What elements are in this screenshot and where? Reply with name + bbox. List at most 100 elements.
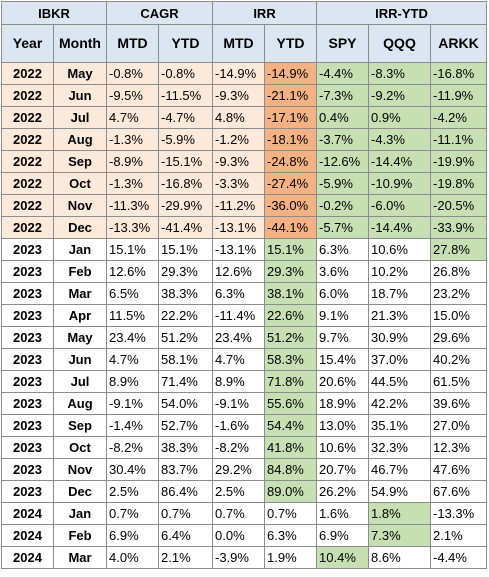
- irr-ytd-cell: 55.6%: [263, 392, 318, 415]
- irr-ytd-cell: -18.1%: [263, 128, 318, 151]
- arkk-cell: 2.1%: [430, 524, 488, 547]
- irr-mtd-cell: -9.1%: [212, 392, 265, 415]
- cagr-mtd-cell: -9.1%: [106, 392, 159, 415]
- irr-ytd-cell: -21.1%: [263, 84, 318, 107]
- column-header-irr-ytd: YTD: [263, 24, 318, 63]
- month-cell: Aug: [53, 392, 107, 415]
- arkk-cell: -19.9%: [430, 150, 488, 173]
- qqq-cell: 8.6%: [368, 546, 432, 569]
- arkk-cell: 39.6%: [430, 392, 488, 415]
- column-header-row: Year Month MTD YTD MTD YTD SPY QQQ ARKK: [1, 24, 488, 63]
- irr-ytd-cell: 89.0%: [263, 480, 318, 503]
- year-cell: 2023: [1, 282, 54, 305]
- month-cell: Dec: [53, 480, 107, 503]
- cagr-ytd-cell: 38.3%: [158, 282, 213, 305]
- cagr-ytd-cell: -15.1%: [158, 150, 213, 173]
- qqq-cell: 37.0%: [368, 348, 432, 371]
- cagr-ytd-cell: -29.9%: [158, 194, 213, 217]
- month-cell: Aug: [53, 128, 107, 151]
- group-header-irr-ytd: IRR-YTD: [316, 1, 488, 25]
- qqq-cell: 32.3%: [368, 436, 432, 459]
- table-row: 2023 May 23.4% 51.2% 23.4% 51.2% 9.7% 30.9% 29.6…: [1, 326, 488, 349]
- qqq-cell: 30.9%: [368, 326, 432, 349]
- table-row: 2024 Jan 0.7% 0.7% 0.7% 0.7% 1.6% 1.8% -13.3%: [1, 502, 488, 525]
- irr-mtd-cell: 4.8%: [212, 106, 265, 129]
- cagr-mtd-cell: 8.9%: [106, 370, 159, 393]
- cagr-ytd-cell: 51.2%: [158, 326, 213, 349]
- year-cell: 2023: [1, 238, 54, 261]
- arkk-cell: -20.5%: [430, 194, 488, 217]
- table-row: 2023 Jul 8.9% 71.4% 8.9% 71.8% 20.6% 44.5% 61.5%: [1, 370, 488, 393]
- arkk-cell: -16.8%: [430, 62, 488, 85]
- table-row: 2022 Dec -13.3% -41.4% -13.1% -44.1% -5.7% -14.…: [1, 216, 488, 239]
- spy-cell: 10.4%: [316, 546, 370, 569]
- cagr-mtd-cell: -0.8%: [106, 62, 159, 85]
- irr-mtd-cell: 0.7%: [212, 502, 265, 525]
- year-cell: 2022: [1, 150, 54, 173]
- spy-cell: 1.6%: [316, 502, 370, 525]
- month-cell: Sep: [53, 414, 107, 437]
- qqq-cell: -6.0%: [368, 194, 432, 217]
- cagr-ytd-cell: 54.0%: [158, 392, 213, 415]
- spy-cell: -3.7%: [316, 128, 370, 151]
- month-cell: Jul: [53, 370, 107, 393]
- spy-cell: 18.9%: [316, 392, 370, 415]
- cagr-ytd-cell: 58.1%: [158, 348, 213, 371]
- arkk-cell: -11.9%: [430, 84, 488, 107]
- cagr-ytd-cell: 71.4%: [158, 370, 213, 393]
- year-cell: 2023: [1, 436, 54, 459]
- year-cell: 2023: [1, 392, 54, 415]
- arkk-cell: -19.8%: [430, 172, 488, 195]
- year-cell: 2023: [1, 458, 54, 481]
- group-header-cagr: CAGR: [106, 1, 213, 25]
- irr-ytd-cell: 41.8%: [263, 436, 318, 459]
- cagr-ytd-cell: 15.1%: [158, 238, 213, 261]
- table-row: 2023 Mar 6.5% 38.3% 6.3% 38.1% 6.0% 18.7% 23.2%: [1, 282, 488, 305]
- spy-cell: 3.6%: [316, 260, 370, 283]
- irr-mtd-cell: -9.3%: [212, 84, 265, 107]
- year-cell: 2022: [1, 172, 54, 195]
- qqq-cell: 46.7%: [368, 458, 432, 481]
- table-row: 2023 Jun 4.7% 58.1% 4.7% 58.3% 15.4% 37.0% 40.2%: [1, 348, 488, 371]
- arkk-cell: 47.6%: [430, 458, 488, 481]
- table-row: 2022 Jul 4.7% -4.7% 4.8% -17.1% 0.4% 0.9% -4.2%: [1, 106, 488, 129]
- arkk-cell: -33.9%: [430, 216, 488, 239]
- cagr-mtd-cell: -9.5%: [106, 84, 159, 107]
- spy-cell: -12.6%: [316, 150, 370, 173]
- cagr-mtd-cell: 6.9%: [106, 524, 159, 547]
- cagr-ytd-cell: 6.4%: [158, 524, 213, 547]
- irr-ytd-cell: 0.7%: [263, 502, 318, 525]
- month-cell: May: [53, 326, 107, 349]
- irr-mtd-cell: -8.2%: [212, 436, 265, 459]
- irr-ytd-cell: 58.3%: [263, 348, 318, 371]
- year-cell: 2023: [1, 414, 54, 437]
- cagr-ytd-cell: -0.8%: [158, 62, 213, 85]
- group-header-irr: IRR: [211, 1, 318, 25]
- year-cell: 2024: [1, 524, 54, 547]
- column-header-arkk: ARKK: [430, 24, 488, 63]
- cagr-mtd-cell: -8.2%: [106, 436, 159, 459]
- qqq-cell: 54.9%: [368, 480, 432, 503]
- irr-ytd-cell: 51.2%: [263, 326, 318, 349]
- arkk-cell: 67.6%: [430, 480, 488, 503]
- month-cell: Feb: [53, 524, 107, 547]
- table-body: 2022 May -0.8% -0.8% -14.9% -14.9% -4.4% -8.3% -…: [1, 62, 488, 569]
- month-cell: Nov: [53, 194, 107, 217]
- cagr-mtd-cell: 0.7%: [106, 502, 159, 525]
- cagr-ytd-cell: -11.5%: [158, 84, 213, 107]
- spy-cell: 9.7%: [316, 326, 370, 349]
- arkk-cell: 27.0%: [430, 414, 488, 437]
- table-row: 2022 Sep -8.9% -15.1% -9.3% -24.8% -12.6% -14.4…: [1, 150, 488, 173]
- year-cell: 2022: [1, 216, 54, 239]
- column-header-cagr-mtd: MTD: [106, 24, 159, 63]
- arkk-cell: 15.0%: [430, 304, 488, 327]
- qqq-cell: -9.2%: [368, 84, 432, 107]
- irr-mtd-cell: -3.9%: [212, 546, 265, 569]
- month-cell: May: [53, 62, 107, 85]
- spy-cell: 6.0%: [316, 282, 370, 305]
- spy-cell: 0.4%: [316, 106, 370, 129]
- year-cell: 2023: [1, 348, 54, 371]
- spy-cell: 6.3%: [316, 238, 370, 261]
- year-cell: 2023: [1, 260, 54, 283]
